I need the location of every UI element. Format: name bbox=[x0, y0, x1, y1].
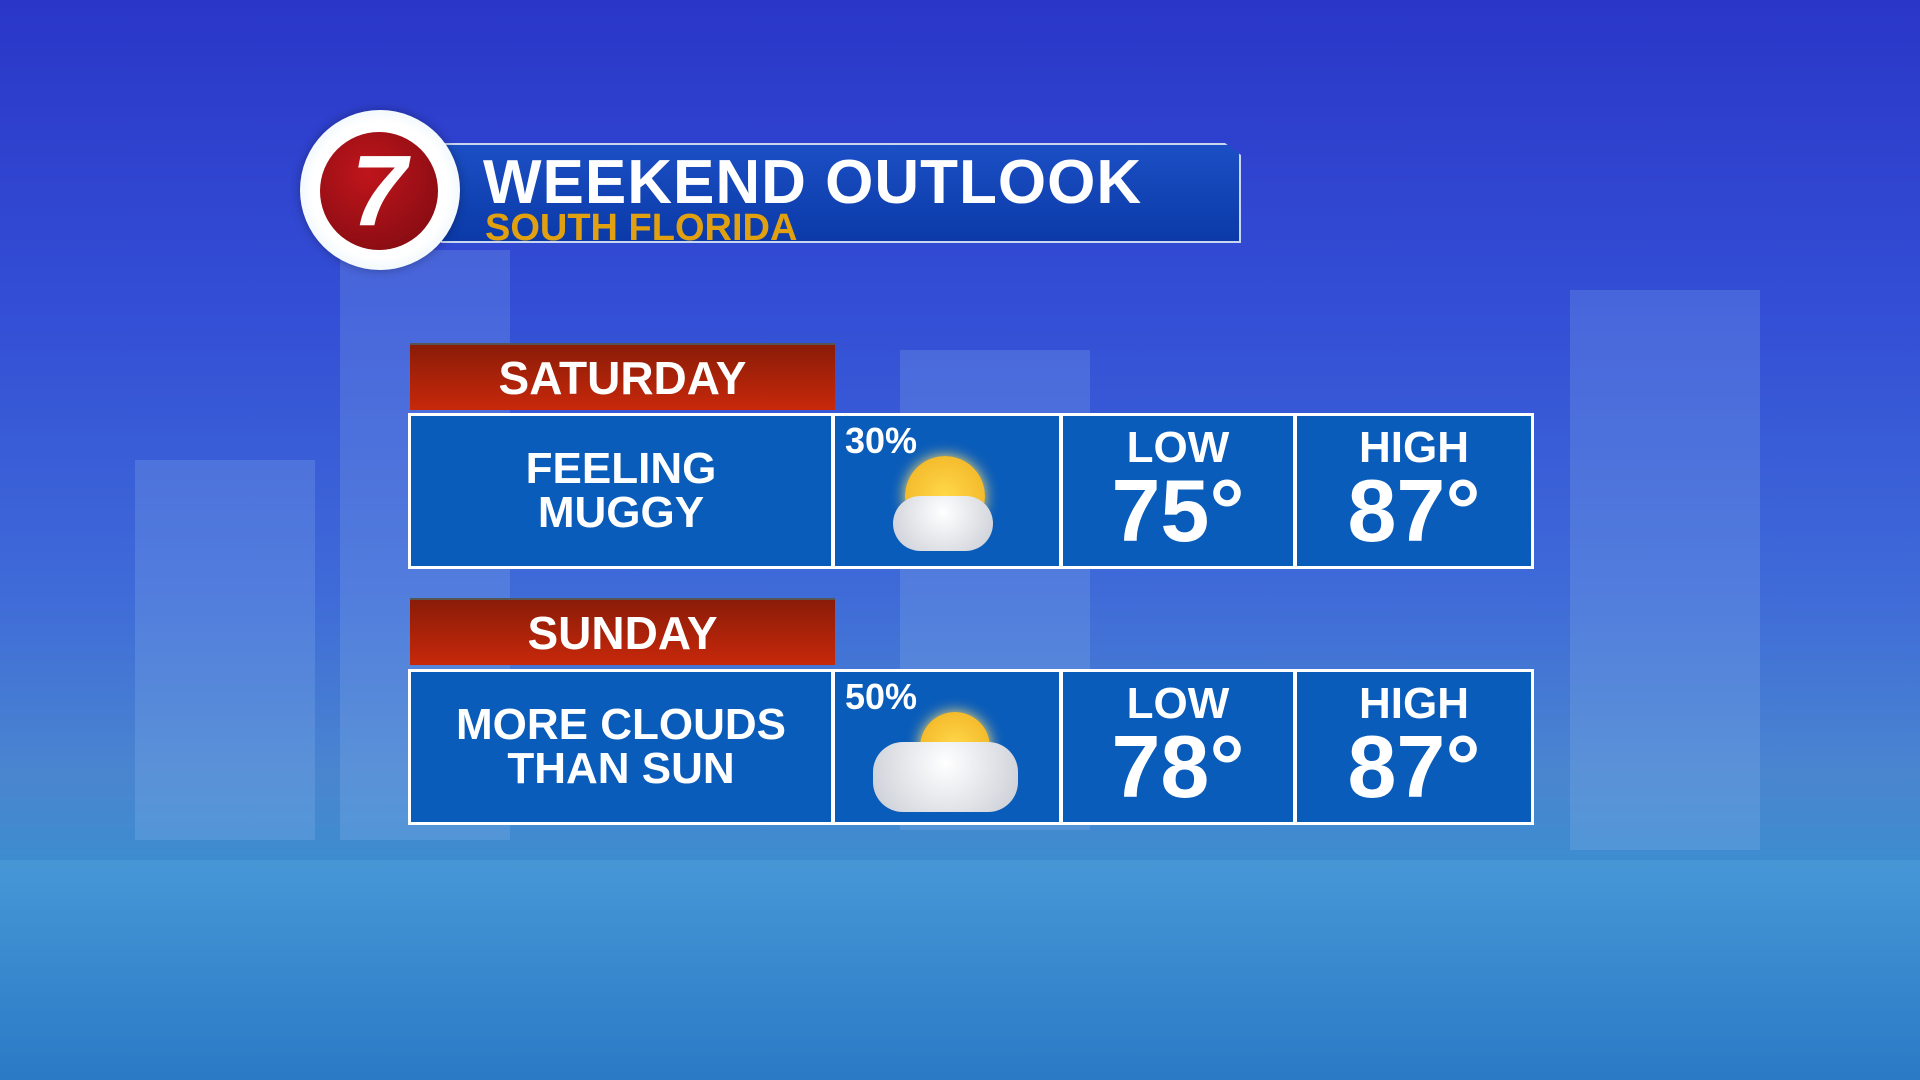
condition-cell: MORE CLOUDS THAN SUN bbox=[411, 672, 831, 822]
low-label: LOW bbox=[1126, 679, 1230, 728]
condition-line1: MORE CLOUDS bbox=[456, 700, 786, 749]
condition-cell: FEELING MUGGY bbox=[411, 416, 831, 566]
logo-seven: 7 bbox=[320, 132, 438, 250]
title-banner: WEEKEND OUTLOOK SOUTH FLORIDA bbox=[441, 143, 1241, 243]
low-temp: 75° bbox=[1111, 461, 1245, 560]
condition-line2: MUGGY bbox=[537, 488, 705, 537]
forecast-row-sunday: MORE CLOUDS THAN SUN 50% LOW 78° HIGH 87° bbox=[408, 669, 1534, 825]
low-temp: 78° bbox=[1111, 717, 1245, 816]
condition-line1: FEELING bbox=[525, 444, 717, 493]
high-temp: 87° bbox=[1347, 717, 1481, 816]
water-background bbox=[0, 860, 1920, 1080]
forecast-row-saturday: FEELING MUGGY 30% LOW 75° HIGH 87° bbox=[408, 413, 1534, 569]
low-cell: LOW 78° bbox=[1063, 672, 1293, 822]
rain-chance: 30% bbox=[845, 420, 918, 461]
high-label: HIGH bbox=[1359, 423, 1469, 472]
low-cell: LOW 75° bbox=[1063, 416, 1293, 566]
condition-line2: THAN SUN bbox=[507, 744, 735, 793]
subtitle: SOUTH FLORIDA bbox=[485, 207, 798, 249]
high-temp: 87° bbox=[1347, 461, 1481, 560]
day-header-saturday: SATURDAY bbox=[410, 343, 835, 410]
icon-cell: 30% bbox=[835, 416, 1059, 566]
high-cell: HIGH 87° bbox=[1297, 416, 1531, 566]
cloud-icon bbox=[873, 742, 1018, 812]
skyline-building bbox=[1570, 290, 1760, 850]
station-logo: 7 bbox=[300, 110, 460, 270]
high-label: HIGH bbox=[1359, 679, 1469, 728]
rain-chance: 50% bbox=[845, 676, 918, 717]
cloud-icon bbox=[893, 496, 993, 551]
skyline-building bbox=[135, 460, 315, 840]
high-cell: HIGH 87° bbox=[1297, 672, 1531, 822]
title: WEEKEND OUTLOOK bbox=[483, 148, 1143, 217]
day-header-sunday: SUNDAY bbox=[410, 598, 835, 665]
low-label: LOW bbox=[1126, 423, 1230, 472]
icon-cell: 50% bbox=[835, 672, 1059, 822]
